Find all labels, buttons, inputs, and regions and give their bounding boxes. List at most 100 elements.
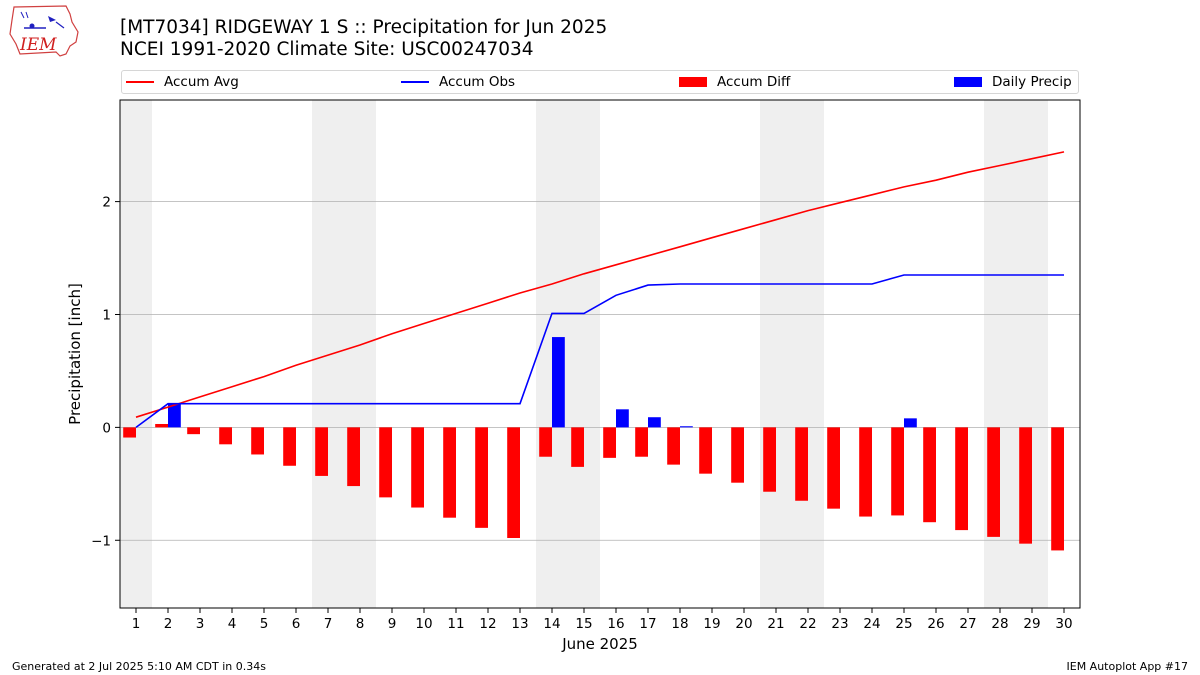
x-tick-label: 16 — [607, 616, 624, 632]
x-tick-label: 17 — [639, 616, 656, 632]
x-tick-label: 23 — [831, 616, 848, 632]
bar-accum-diff-22 — [795, 427, 808, 501]
x-tick-label: 5 — [260, 616, 269, 632]
bar-daily-precip-18 — [680, 426, 693, 428]
logo-text: IEM — [19, 35, 57, 55]
bar-accum-diff-17 — [635, 427, 648, 457]
plot-frame — [119, 99, 1081, 609]
legend-label-accum-diff: Accum Diff — [717, 74, 791, 90]
x-tick-label: 28 — [991, 616, 1008, 632]
y-tick-label: −1 — [91, 533, 111, 549]
x-tick-label: 25 — [895, 616, 912, 632]
legend-label-accum-avg: Accum Avg — [164, 74, 239, 90]
bar-accum-diff-23 — [827, 427, 840, 509]
bar-accum-diff-28 — [987, 427, 1000, 537]
bar-accum-diff-4 — [219, 427, 232, 445]
x-tick-label: 30 — [1055, 616, 1072, 632]
x-axis-label: June 2025 — [561, 635, 638, 653]
y-tick-label: 1 — [102, 307, 111, 323]
bar-accum-diff-18 — [667, 427, 680, 465]
x-tick-label: 13 — [511, 616, 528, 632]
bar-accum-diff-6 — [283, 427, 296, 466]
gridlines — [120, 201, 1080, 541]
legend-item-accum-diff: Accum Diff — [679, 71, 790, 93]
x-tick-label: 2 — [164, 616, 173, 632]
footer-app: IEM Autoplot App #17 — [1066, 660, 1189, 673]
x-tick-label: 29 — [1023, 616, 1040, 632]
bar-accum-diff-9 — [379, 427, 392, 498]
x-tick-label: 1 — [132, 616, 141, 632]
bar-accum-diff-5 — [251, 427, 264, 455]
x-tick-label: 12 — [479, 616, 496, 632]
legend: Accum Avg Accum Obs Accum Diff Daily Pre… — [121, 70, 1079, 94]
legend-swatch-accum-obs — [401, 81, 429, 83]
x-tick-label: 11 — [447, 616, 464, 632]
weekend-shade-1 — [312, 100, 376, 608]
x-tick-label: 21 — [767, 616, 784, 632]
x-tick-label: 8 — [356, 616, 365, 632]
legend-label-daily-precip: Daily Precip — [992, 74, 1072, 90]
lines — [135, 151, 1065, 429]
bar-accum-diff-10 — [411, 427, 424, 508]
bar-accum-diff-27 — [955, 427, 968, 531]
bar-accum-diff-11 — [443, 427, 456, 518]
bar-daily-precip-16 — [616, 409, 629, 428]
bar-accum-diff-25 — [891, 427, 904, 516]
x-tick-label: 10 — [415, 616, 432, 632]
legend-item-accum-avg: Accum Avg — [126, 71, 239, 93]
x-tick-label: 3 — [196, 616, 205, 632]
bar-accum-diff-16 — [603, 427, 616, 458]
x-tick-label: 15 — [575, 616, 592, 632]
x-tick-label: 19 — [703, 616, 720, 632]
bar-accum-diff-2 — [155, 423, 168, 428]
weekend-shade-2 — [536, 100, 600, 608]
legend-swatch-accum-avg — [126, 81, 154, 83]
y-axis-label: Precipitation [inch] — [66, 283, 84, 425]
bar-accum-diff-14 — [539, 427, 552, 457]
bar-accum-diff-1 — [123, 427, 136, 438]
bar-accum-diff-30 — [1051, 427, 1064, 551]
bar-daily-precip-17 — [648, 417, 661, 428]
y-tick-label: 0 — [102, 420, 111, 436]
bar-accum-diff-15 — [571, 427, 584, 467]
bar-accum-diff-29 — [1019, 427, 1032, 544]
weekend-shade-0 — [120, 100, 152, 608]
weekend-shade-3 — [760, 100, 824, 608]
x-tick-label: 20 — [735, 616, 752, 632]
x-tick-label: 26 — [927, 616, 944, 632]
bar-accum-diff-7 — [315, 427, 328, 476]
x-tick-label: 18 — [671, 616, 688, 632]
x-tick-label: 24 — [863, 616, 880, 632]
bars — [123, 337, 1064, 551]
y-axis-ticks: −1 0 1 2 — [91, 195, 120, 549]
bar-daily-precip-14 — [552, 337, 565, 428]
bar-accum-diff-12 — [475, 427, 488, 528]
bar-accum-diff-21 — [763, 427, 776, 492]
bar-accum-diff-26 — [923, 427, 936, 523]
bar-accum-diff-3 — [187, 427, 200, 435]
bar-accum-diff-20 — [731, 427, 744, 483]
x-tick-label: 22 — [799, 616, 816, 632]
bar-daily-precip-2 — [168, 403, 181, 428]
bar-accum-diff-19 — [699, 427, 712, 474]
chart-title: [MT7034] RIDGEWAY 1 S :: Precipitation f… — [120, 17, 608, 38]
legend-item-daily-precip: Daily Precip — [954, 71, 1072, 93]
x-tick-label: 9 — [388, 616, 397, 632]
iem-logo: IEM — [9, 5, 79, 57]
y-tick-label: 2 — [102, 195, 111, 211]
footer-generated: Generated at 2 Jul 2025 5:10 AM CDT in 0… — [12, 660, 266, 673]
x-tick-label: 7 — [324, 616, 333, 632]
legend-swatch-daily-precip — [954, 77, 982, 87]
legend-swatch-accum-diff — [679, 77, 707, 87]
x-tick-label: 14 — [543, 616, 560, 632]
x-tick-label: 4 — [228, 616, 237, 632]
bar-accum-diff-13 — [507, 427, 520, 539]
line-accum-obs — [135, 274, 1064, 429]
bar-daily-precip-25 — [904, 418, 917, 428]
x-tick-label: 27 — [959, 616, 976, 632]
bar-accum-diff-24 — [859, 427, 872, 517]
x-tick-label: 6 — [292, 616, 301, 632]
line-accum-avg — [135, 151, 1065, 418]
chart-subtitle: NCEI 1991-2020 Climate Site: USC00247034 — [120, 39, 534, 60]
